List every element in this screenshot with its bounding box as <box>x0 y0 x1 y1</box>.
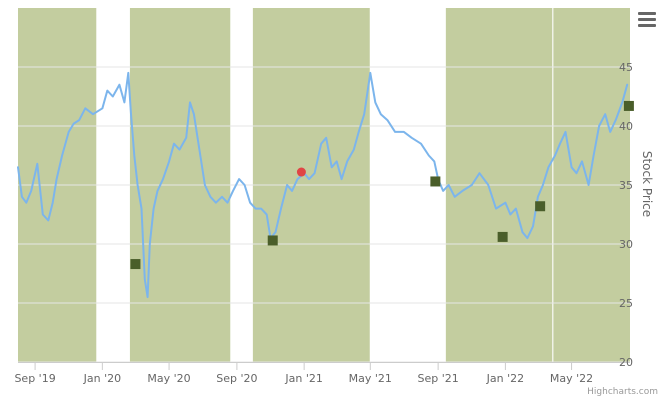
x-tick-label: Jan '22 <box>486 372 524 385</box>
hamburger-menu-icon[interactable] <box>636 10 658 30</box>
circle-marker-0 <box>296 167 306 177</box>
square-marker-1 <box>267 235 278 246</box>
x-tick-label: Jan '21 <box>284 372 322 385</box>
menu-bar-top <box>638 12 656 15</box>
y-tick-label: 30 <box>619 238 633 251</box>
x-tick-label: Sep '21 <box>418 372 459 385</box>
credits-link[interactable]: Highcharts.com <box>587 387 658 397</box>
menu-bar-middle <box>638 18 656 21</box>
y-axis-title: Stock Price <box>640 151 654 217</box>
y-tick-label: 25 <box>619 297 633 310</box>
y-tick-label: 20 <box>619 356 633 369</box>
x-tick-label: May '21 <box>349 372 392 385</box>
series-line-0 <box>17 71 629 299</box>
y-tick-label: 45 <box>619 61 633 74</box>
menu-bar-bottom <box>638 24 656 27</box>
y-tick-label: 35 <box>619 179 633 192</box>
square-marker-4 <box>535 201 546 212</box>
y-axis: 20 25 30 35 40 45 <box>619 61 633 369</box>
y-tick-label: 40 <box>619 120 633 133</box>
x-tick-label: May '20 <box>147 372 190 385</box>
square-marker-5 <box>623 100 634 111</box>
square-marker-2 <box>430 176 441 187</box>
price-series <box>17 71 629 299</box>
x-tick-label: Sep '20 <box>216 372 257 385</box>
x-tick-label: May '22 <box>550 372 593 385</box>
square-marker-3 <box>497 231 508 242</box>
event-markers <box>130 100 634 270</box>
x-tick-label: Sep '19 <box>14 372 55 385</box>
x-tick-label: Jan '20 <box>83 372 121 385</box>
square-marker-0 <box>130 259 141 270</box>
x-axis: Sep '19 Jan '20 May '20 Sep '20 Jan '21 May '… <box>14 362 630 385</box>
